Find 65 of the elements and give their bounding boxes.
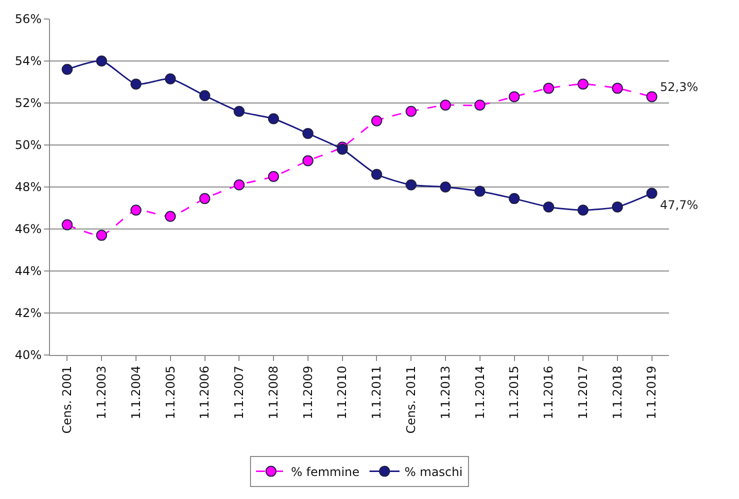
point [199,193,210,204]
point [96,230,108,241]
point [578,204,589,216]
point [440,100,451,111]
x-tick-label: 1.1.2007 [232,366,246,420]
point [612,82,623,94]
x-tick-label: 1.1.2006 [198,366,212,420]
point [130,78,142,90]
x-tick-label: 1.1.2016 [542,366,556,420]
point [234,179,245,190]
point [371,168,382,180]
point [612,201,623,212]
legend-label: % femmine [291,464,360,479]
point [508,91,520,102]
point [96,56,108,66]
point [268,113,280,124]
point [406,106,417,117]
x-tick-label: 1.1.2005 [163,366,178,420]
y-tick-label: 46% [14,222,42,236]
annotation: 52,3% [660,80,698,94]
point [474,100,486,111]
x-tick-label: 1.1.2019 [644,366,659,420]
y-tick-label: 56% [14,12,42,26]
x-tick-label: 1.1.2003 [94,366,108,420]
y-tick-label: 42% [14,306,42,320]
point [164,73,176,84]
point [543,82,554,94]
x-tick-label: 1.1.2009 [300,366,315,420]
x-tick-label: 1.1.2011 [370,366,384,420]
x-tick-label: 1.1.2014 [472,366,487,420]
y-tick-label: 54% [14,54,42,68]
point [234,106,245,117]
x-tick-label: Cens. 2001 [60,366,74,434]
point [646,91,658,102]
point [302,155,314,166]
x-tick-label: Cens. 2011 [404,366,418,434]
y-tick-label: 40% [14,348,42,362]
point [543,201,554,212]
x-tick-label: 1.1.2015 [507,366,522,420]
point [130,204,142,216]
point [646,188,658,199]
x-tick-label: 1.1.2017 [576,366,590,420]
x-tick-label: 1.1.2008 [266,366,280,420]
x-tick-label: 1.1.2013 [438,366,452,420]
point [199,90,210,102]
y-tick-label: 52% [14,96,42,110]
point [406,179,417,190]
point [164,210,176,222]
point [62,64,73,75]
y-tick-label: 48% [14,180,42,194]
x-tick-label: 1.1.2004 [128,366,143,420]
point [508,193,520,204]
point [302,128,314,139]
legend-label: % maschi [404,464,463,479]
y-tick-label: 50% [14,138,42,152]
annotation: 47,7% [660,198,698,212]
x-tick-label: 1.1.2010 [335,366,350,420]
y-tick-label: 44% [14,264,42,278]
x-tick-label: 1.1.2018 [610,366,624,420]
point [62,219,73,230]
point [440,182,451,192]
point [578,78,589,90]
point [371,115,382,126]
point [474,186,486,197]
point [268,171,280,182]
